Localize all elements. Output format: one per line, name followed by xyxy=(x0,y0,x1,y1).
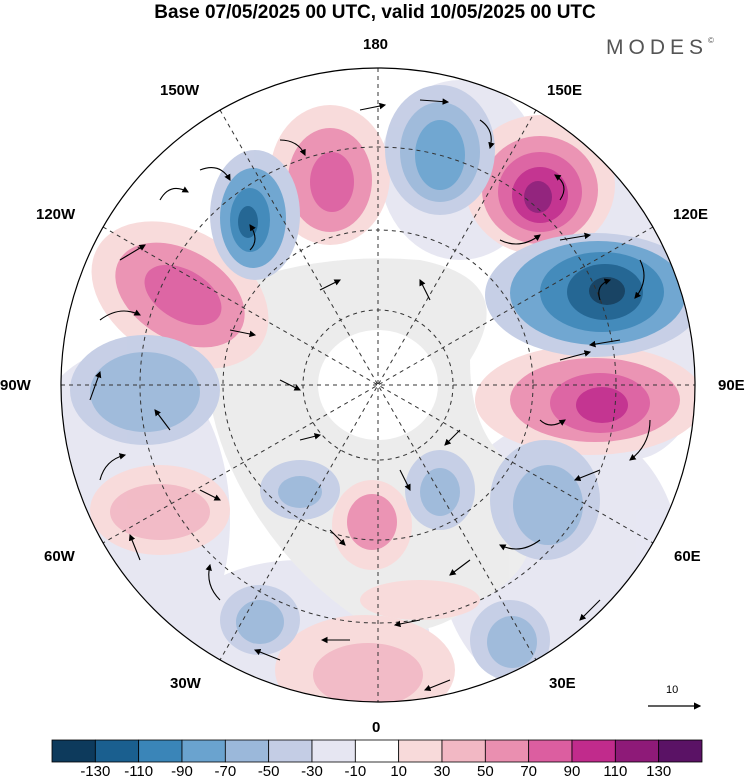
lon-label-90e: 90E xyxy=(718,377,745,394)
graticule xyxy=(61,68,695,702)
colorbar-swatch xyxy=(181,739,226,763)
colorbar-swatch xyxy=(528,739,573,763)
colorbar-tick-label: 70 xyxy=(520,763,537,780)
colorbar-tick-label: 110 xyxy=(603,763,628,780)
meridian-150w-30e xyxy=(219,109,537,661)
lon-label-180: 180 xyxy=(363,36,389,53)
colorbar-tick-label: 90 xyxy=(563,763,581,780)
colorbar-tick-label: -70 xyxy=(214,763,237,780)
colorbar-swatch xyxy=(138,739,183,763)
colorbar-tick-label: 10 xyxy=(390,763,407,780)
colorbar-tick-label: 50 xyxy=(476,763,494,780)
colorbar-tick-label: -10 xyxy=(344,763,367,780)
lon-label-120w: 120W xyxy=(36,206,76,223)
colorbar-swatch xyxy=(354,739,400,763)
pole-clear-area xyxy=(318,330,438,440)
colorbar-tick-label: -30 xyxy=(301,763,323,780)
continental-landmass xyxy=(200,258,534,632)
meridian-150e-30w xyxy=(219,109,537,661)
meridian-120e-60w xyxy=(102,226,654,544)
colorbar-swatch xyxy=(484,739,530,763)
lon-label-60w: 60W xyxy=(44,548,75,565)
lon-label-150w: 150W xyxy=(160,82,200,99)
colorbar-tick-label: -130 xyxy=(80,763,111,780)
colorbar-swatch xyxy=(398,739,443,763)
colorbar-swatch xyxy=(51,739,96,763)
colorbar-swatch xyxy=(658,739,703,763)
reference-vector-label: 10 xyxy=(666,684,679,696)
modes-logo: MODES© xyxy=(606,36,714,60)
brand-text: MODES xyxy=(606,36,709,59)
lon-label-90w: 90W xyxy=(0,377,31,394)
colorbar-tick-label: 30 xyxy=(433,763,451,780)
colorbar-swatch xyxy=(441,739,486,763)
colorbar-tick-label: 130 xyxy=(646,763,672,780)
wind-vectors xyxy=(89,98,651,692)
meridian-120w-60e xyxy=(102,226,654,544)
lon-label-30w: 30W xyxy=(170,675,201,692)
colorbar-swatch xyxy=(614,739,660,763)
colorbar-swatch xyxy=(94,739,140,763)
colorbar xyxy=(51,739,703,763)
colorbar-tick-label: -90 xyxy=(171,763,193,780)
map-boundary xyxy=(60,67,696,703)
map-title: Base 07/05/2025 00 UTC, valid 10/05/2025… xyxy=(154,2,596,23)
lon-label-60e: 60E xyxy=(674,548,701,565)
lon-label-0: 0 xyxy=(372,719,381,736)
colorbar-swatch xyxy=(311,739,356,763)
lon-label-150e: 150E xyxy=(547,82,583,99)
colorbar-tick-label: -110 xyxy=(124,763,154,780)
lon-label-30e: 30E xyxy=(549,675,576,692)
colorbar-swatch xyxy=(268,739,313,763)
colorbar-tick-label: -50 xyxy=(257,763,280,780)
lon-label-120e: 120E xyxy=(673,206,709,223)
colorbar-swatch xyxy=(224,739,270,763)
copyright-mark: © xyxy=(708,36,714,45)
colorbar-swatch xyxy=(571,739,616,763)
anomaly-shading xyxy=(61,80,695,702)
